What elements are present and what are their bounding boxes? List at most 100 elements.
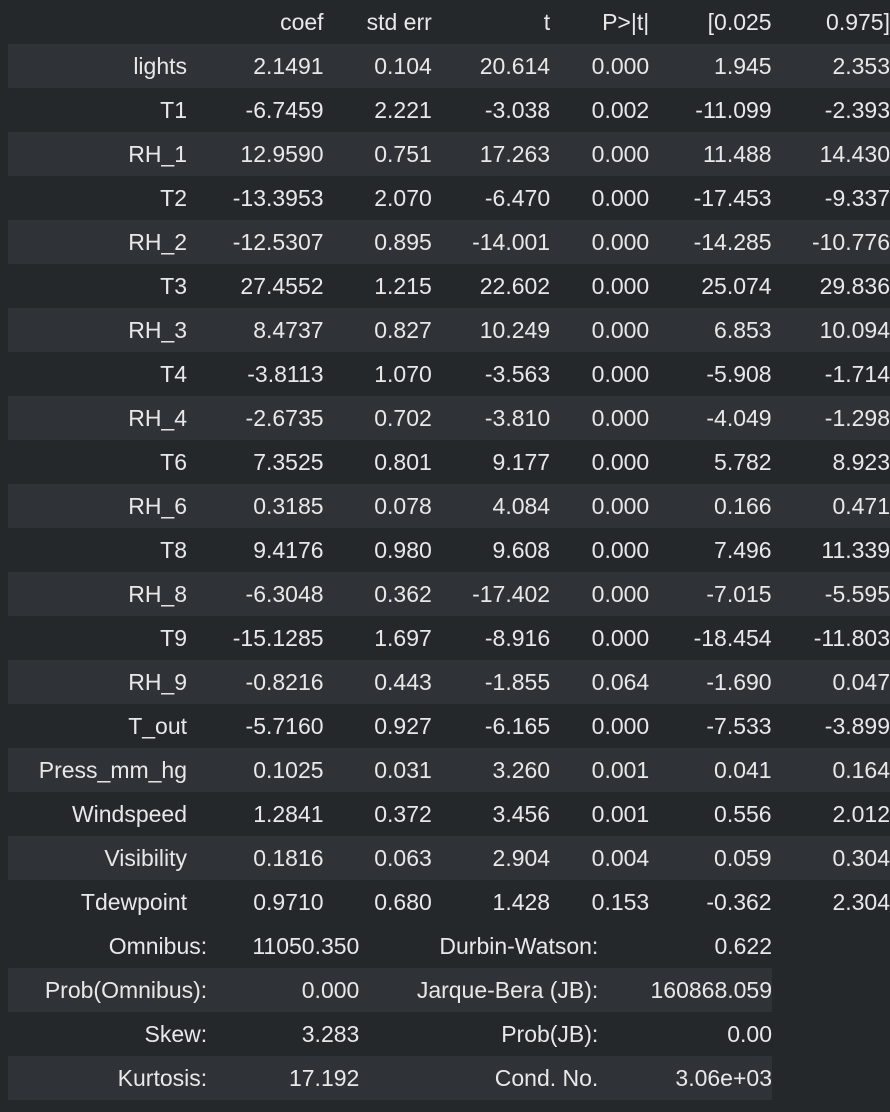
ci-lower-value: -1.690 xyxy=(706,668,772,695)
variable-name: lights xyxy=(133,52,188,79)
t-value: -3.810 xyxy=(484,404,551,431)
p-value: 0.000 xyxy=(591,492,650,519)
diagnostic-label: Skew: xyxy=(144,1020,208,1047)
coef-value: 27.4552 xyxy=(240,272,324,299)
std-err-value: 0.443 xyxy=(374,668,432,695)
diagnostic-label: Cond. No. xyxy=(494,1064,599,1091)
coefficient-table-header-row: coef std err t P>|t| [0.025 0.975] xyxy=(8,0,890,44)
t-value: -3.563 xyxy=(484,360,551,387)
ci-lower-value: 6.853 xyxy=(714,316,772,343)
variable-name: Visibility xyxy=(104,844,188,871)
ci-upper-value: 8.923 xyxy=(832,448,890,475)
coefficient-table: coef std err t P>|t| [0.025 0.975] light… xyxy=(8,0,890,924)
table-row: RH_4 -2.6735 0.702 -3.810 0.000 -4.049 -1.298 xyxy=(8,396,890,440)
t-value: 9.177 xyxy=(492,448,551,475)
diagnostic-label: Omnibus: xyxy=(108,932,208,959)
t-value: -1.855 xyxy=(484,668,551,695)
variable-name: RH_4 xyxy=(128,404,188,431)
std-err-value: 0.104 xyxy=(374,52,432,79)
coef-value: 1.2841 xyxy=(253,800,324,827)
p-value: 0.000 xyxy=(591,360,650,387)
coef-value: -5.7160 xyxy=(245,712,324,739)
diagnostic-value: 3.06e+03 xyxy=(675,1064,772,1091)
t-value: -6.470 xyxy=(484,184,551,211)
variable-name: T1 xyxy=(160,96,188,123)
variable-name: RH_8 xyxy=(128,580,188,607)
ci-lower-value: 0.556 xyxy=(714,800,772,827)
diagnostic-label: Kurtosis: xyxy=(117,1064,208,1091)
std-err-value: 0.702 xyxy=(374,404,432,431)
t-value: 9.608 xyxy=(492,536,551,563)
coef-value: 2.1491 xyxy=(253,52,324,79)
std-err-value: 0.372 xyxy=(374,800,432,827)
coef-value: -0.8216 xyxy=(245,668,324,695)
std-err-value: 0.827 xyxy=(374,316,432,343)
std-err-value: 0.362 xyxy=(374,580,432,607)
header-variable xyxy=(8,0,187,44)
table-row: T3 27.4552 1.215 22.602 0.000 25.074 29.836 xyxy=(8,264,890,308)
ci-upper-value: -2.393 xyxy=(824,96,890,123)
coef-value: 9.4176 xyxy=(253,536,324,563)
diagnostic-label: Prob(Omnibus): xyxy=(44,976,208,1003)
table-row: T6 7.3525 0.801 9.177 0.000 5.782 8.923 xyxy=(8,440,890,484)
variable-name: RH_3 xyxy=(128,316,188,343)
coef-value: 0.9710 xyxy=(253,888,324,915)
ci-lower-value: 0.059 xyxy=(714,844,772,871)
header-ci-lower: [0.025 xyxy=(707,8,772,35)
std-err-value: 0.980 xyxy=(374,536,432,563)
variable-name: RH_2 xyxy=(128,228,188,255)
ci-lower-value: -7.015 xyxy=(706,580,772,607)
variable-name: RH_6 xyxy=(128,492,188,519)
ci-upper-value: -1.714 xyxy=(824,360,890,387)
t-value: -8.916 xyxy=(484,624,551,651)
table-row: RH_8 -6.3048 0.362 -17.402 0.000 -7.015 -5.595 xyxy=(8,572,890,616)
p-value: 0.000 xyxy=(591,52,650,79)
header-p-value: P>|t| xyxy=(602,8,650,35)
coef-value: -15.1285 xyxy=(232,624,324,651)
table-row: RH_3 8.4737 0.827 10.249 0.000 6.853 10.094 xyxy=(8,308,890,352)
coefficient-table-body: lights 2.1491 0.104 20.614 0.000 1.945 2.353 T1… xyxy=(8,44,890,924)
ci-upper-value: 29.836 xyxy=(819,272,890,299)
variable-name: RH_9 xyxy=(128,668,188,695)
p-value: 0.004 xyxy=(591,844,650,871)
table-row: RH_1 12.9590 0.751 17.263 0.000 11.488 14.430 xyxy=(8,132,890,176)
ci-upper-value: 2.353 xyxy=(832,52,890,79)
ci-upper-value: -1.298 xyxy=(824,404,890,431)
p-value: 0.000 xyxy=(591,712,650,739)
std-err-value: 1.697 xyxy=(374,624,432,651)
table-row: T8 9.4176 0.980 9.608 0.000 7.496 11.339 xyxy=(8,528,890,572)
ci-lower-value: 7.496 xyxy=(714,536,772,563)
ci-upper-value: 0.164 xyxy=(832,756,890,783)
ci-lower-value: -4.049 xyxy=(706,404,772,431)
std-err-value: 0.063 xyxy=(374,844,432,871)
variable-name: T2 xyxy=(160,184,188,211)
variable-name: T8 xyxy=(160,536,188,563)
std-err-value: 0.680 xyxy=(374,888,432,915)
ci-upper-value: -5.595 xyxy=(824,580,890,607)
variable-name: T6 xyxy=(160,448,188,475)
ci-lower-value: -17.453 xyxy=(693,184,772,211)
table-row: T4 -3.8113 1.070 -3.563 0.000 -5.908 -1.714 xyxy=(8,352,890,396)
p-value: 0.000 xyxy=(591,404,650,431)
table-row: RH_6 0.3185 0.078 4.084 0.000 0.166 0.471 xyxy=(8,484,890,528)
ci-lower-value: 0.166 xyxy=(714,492,772,519)
t-value: 10.249 xyxy=(479,316,551,343)
table-row: Press_mm_hg 0.1025 0.031 3.260 0.001 0.041 0.1… xyxy=(8,748,890,792)
header-ci-upper: 0.975] xyxy=(826,8,890,35)
diagnostic-label: Prob(JB): xyxy=(501,1020,599,1047)
ci-upper-value: -10.776 xyxy=(811,228,890,255)
variable-name: T_out xyxy=(128,712,188,739)
table-row: lights 2.1491 0.104 20.614 0.000 1.945 2.353 xyxy=(8,44,890,88)
ci-upper-value: 0.047 xyxy=(832,668,890,695)
coef-value: -2.6735 xyxy=(245,404,324,431)
ci-upper-value: 11.339 xyxy=(821,536,890,563)
t-value: 20.614 xyxy=(479,52,551,79)
std-err-value: 0.801 xyxy=(374,448,432,475)
ci-lower-value: 1.945 xyxy=(714,52,772,79)
coef-value: -12.5307 xyxy=(232,228,324,255)
ci-lower-value: 0.041 xyxy=(714,756,772,783)
coef-value: 0.3185 xyxy=(253,492,324,519)
diagnostics-table: Omnibus: 11050.350 Durbin-Watson: 0.622 Prob… xyxy=(8,924,772,1100)
header-t: t xyxy=(543,8,551,35)
p-value: 0.153 xyxy=(591,888,650,915)
